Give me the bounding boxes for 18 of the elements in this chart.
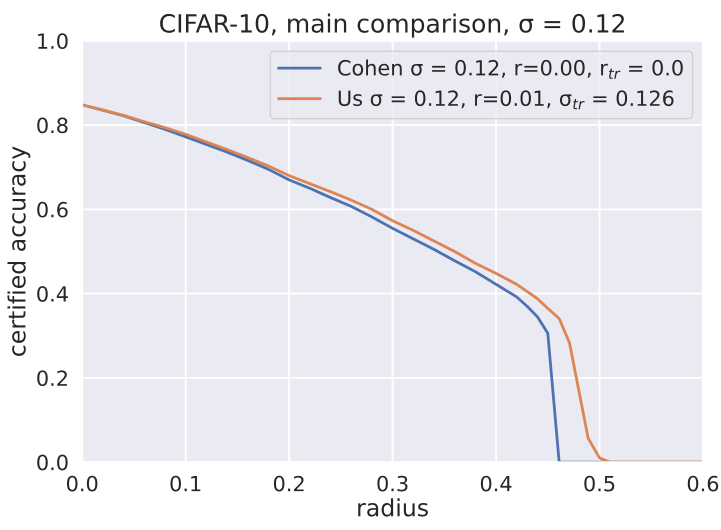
chart-title: CIFAR-10, main comparison, σ = 0.12 xyxy=(160,13,624,38)
y-tick-label: 0.4 xyxy=(37,286,68,302)
x-tick-label: 0.1 xyxy=(170,476,200,492)
x-tick-label: 0.3 xyxy=(377,476,408,492)
x-tick-label: 0.4 xyxy=(480,476,512,492)
y-tick-label: 0.6 xyxy=(37,202,68,218)
x-tick-label: 0.6 xyxy=(688,476,718,492)
x-axis-title: radius xyxy=(358,498,428,517)
x-tick-label: 0.0 xyxy=(67,476,98,492)
legend-label: Cohen σ = 0.12, r=0.00, r$_{tr}$ = 0.0 xyxy=(338,60,683,79)
y-tick-label: 0.2 xyxy=(37,370,67,386)
y-tick-label: 0.8 xyxy=(37,118,68,134)
y-axis-title: certified accuracy xyxy=(7,146,30,356)
x-tick-label: 0.5 xyxy=(584,476,614,492)
y-tick-label: 0.0 xyxy=(37,454,68,470)
legend-label: Us σ = 0.12, r=0.01, σ$_{tr}$ = 0.126 xyxy=(338,90,674,110)
x-tick-label: 0.2 xyxy=(274,476,304,492)
y-tick-label: 1.0 xyxy=(38,33,68,50)
